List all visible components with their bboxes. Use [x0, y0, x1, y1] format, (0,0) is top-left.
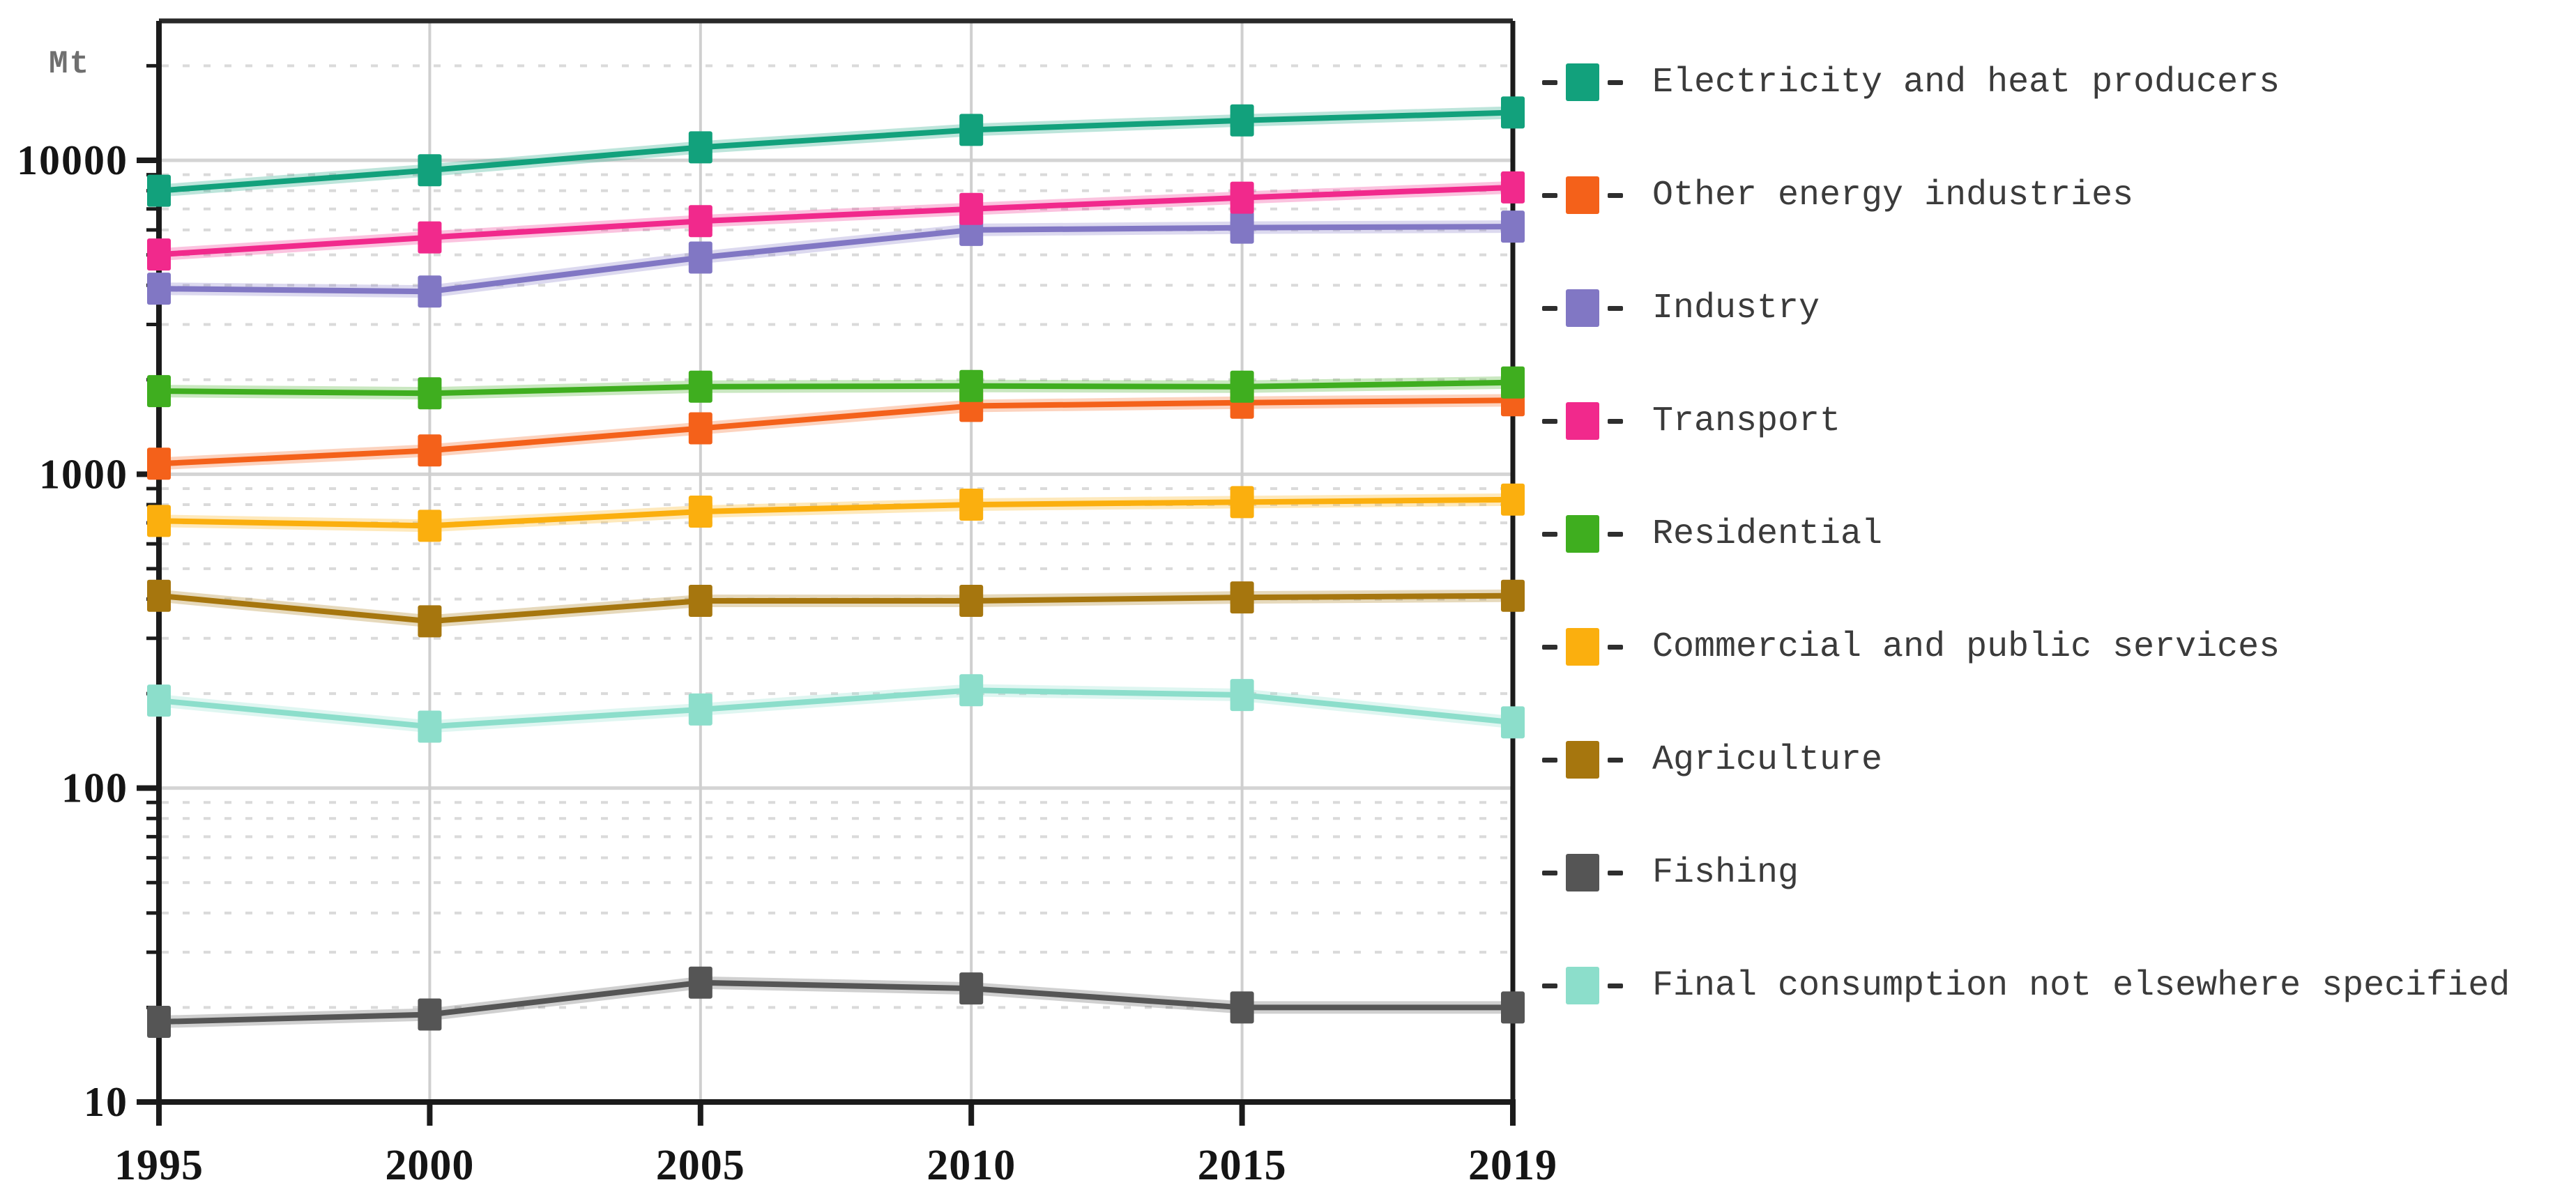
legend-swatch-icon — [1566, 63, 1599, 101]
legend-item: Agriculture — [1542, 740, 1883, 780]
legend-dash-right-icon — [1608, 983, 1623, 988]
legend-label: Residential — [1652, 514, 1883, 554]
legend-dash-right-icon — [1608, 531, 1623, 537]
legend-label: Transport — [1652, 401, 1841, 441]
legend-dash-left-icon — [1542, 870, 1557, 875]
y-axis-unit-label: Mt — [49, 46, 91, 82]
legend-swatch-icon — [1566, 402, 1599, 440]
svg-text:2010: 2010 — [927, 1142, 1016, 1189]
legend-dash-left-icon — [1542, 192, 1557, 198]
legend-swatch-icon — [1566, 967, 1599, 1004]
legend-swatch-icon — [1566, 854, 1599, 891]
legend-dash-left-icon — [1542, 644, 1557, 650]
legend-item: Commercial and public services — [1542, 627, 2280, 667]
legend-dash-right-icon — [1608, 305, 1623, 311]
legend-item: Residential — [1542, 514, 1883, 554]
legend-dash-right-icon — [1608, 418, 1623, 424]
svg-text:2015: 2015 — [1198, 1142, 1287, 1189]
svg-text:2005: 2005 — [656, 1142, 745, 1189]
legend-dash-right-icon — [1608, 192, 1623, 198]
svg-text:100: 100 — [61, 765, 128, 811]
svg-text:2019: 2019 — [1468, 1142, 1557, 1189]
legend-swatch-icon — [1566, 628, 1599, 666]
legend-label: Commercial and public services — [1652, 627, 2280, 667]
legend-item: Electricity and heat producers — [1542, 63, 2280, 102]
legend-dash-left-icon — [1542, 305, 1557, 311]
legend-dash-right-icon — [1608, 757, 1623, 763]
svg-text:2000: 2000 — [385, 1142, 474, 1189]
legend-dash-left-icon — [1542, 757, 1557, 763]
svg-text:10: 10 — [84, 1079, 128, 1125]
legend-label: Other energy industries — [1652, 175, 2134, 215]
legend-dash-left-icon — [1542, 983, 1557, 988]
svg-text:10000: 10000 — [17, 137, 128, 183]
legend-label: Fishing — [1652, 852, 1799, 893]
legend-dash-right-icon — [1608, 870, 1623, 875]
legend-label: Agriculture — [1652, 740, 1883, 780]
legend-item: Fishing — [1542, 852, 1799, 893]
legend-dash-right-icon — [1608, 644, 1623, 650]
legend-dash-left-icon — [1542, 418, 1557, 424]
legend-label: Final consumption not elsewhere specifie… — [1652, 965, 2510, 1006]
legend-dash-left-icon — [1542, 79, 1557, 85]
legend-item: Transport — [1542, 401, 1840, 441]
legend-swatch-icon — [1566, 515, 1599, 553]
legend-label: Electricity and heat producers — [1652, 62, 2280, 102]
legend-dash-left-icon — [1542, 531, 1557, 537]
legend-swatch-icon — [1566, 289, 1599, 327]
legend-item: Final consumption not elsewhere specifie… — [1542, 965, 2510, 1006]
svg-text:1000: 1000 — [39, 451, 128, 497]
svg-text:1995: 1995 — [114, 1142, 204, 1189]
legend-label: Industry — [1652, 288, 1820, 328]
legend-item: Other energy industries — [1542, 176, 2133, 215]
legend-dash-right-icon — [1608, 79, 1623, 85]
legend-swatch-icon — [1566, 176, 1599, 214]
legend-item: Industry — [1542, 289, 1820, 328]
legend-swatch-icon — [1566, 741, 1599, 779]
